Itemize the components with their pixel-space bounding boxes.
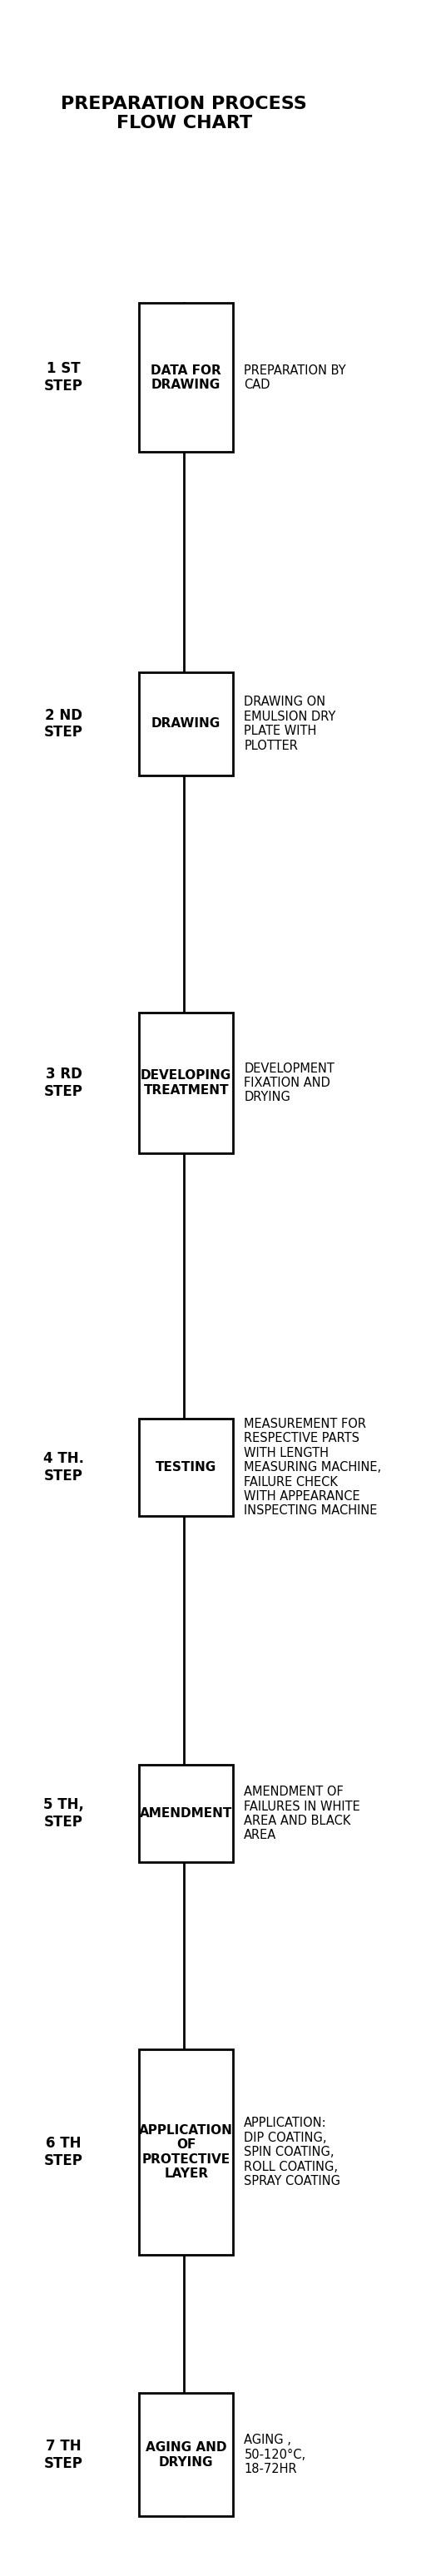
Text: 6 TH
STEP: 6 TH STEP [44, 2136, 83, 2169]
Text: 2 ND
STEP: 2 ND STEP [44, 708, 83, 739]
FancyBboxPatch shape [139, 304, 233, 451]
FancyBboxPatch shape [139, 672, 233, 775]
Text: 4 TH.
STEP: 4 TH. STEP [43, 1450, 84, 1484]
Text: DRAWING ON
EMULSION DRY
PLATE WITH
PLOTTER: DRAWING ON EMULSION DRY PLATE WITH PLOTT… [244, 696, 336, 752]
Text: PREPARATION PROCESS
FLOW CHART: PREPARATION PROCESS FLOW CHART [61, 95, 307, 131]
FancyBboxPatch shape [139, 2393, 233, 2517]
FancyBboxPatch shape [139, 1012, 233, 1154]
Text: DRAWING: DRAWING [152, 719, 221, 729]
FancyBboxPatch shape [139, 1765, 233, 1862]
FancyBboxPatch shape [139, 1419, 233, 1517]
FancyBboxPatch shape [139, 2050, 233, 2254]
Text: AGING ,
50-120°C,
18-72HR: AGING , 50-120°C, 18-72HR [244, 2434, 306, 2476]
Text: PREPARATION BY
CAD: PREPARATION BY CAD [244, 363, 346, 392]
Text: DATA FOR
DRAWING: DATA FOR DRAWING [151, 363, 221, 392]
Text: 7 TH
STEP: 7 TH STEP [44, 2439, 83, 2470]
Text: APPLICATION:
DIP COATING,
SPIN COATING,
ROLL COATING,
SPRAY COATING: APPLICATION: DIP COATING, SPIN COATING, … [244, 2117, 340, 2187]
Text: MEASUREMENT FOR
RESPECTIVE PARTS
WITH LENGTH
MEASURING MACHINE,
FAILURE CHECK
WI: MEASUREMENT FOR RESPECTIVE PARTS WITH LE… [244, 1417, 381, 1517]
Text: APPLICATION
OF
PROTECTIVE
LAYER: APPLICATION OF PROTECTIVE LAYER [139, 2125, 233, 2179]
Text: 5 TH,
STEP: 5 TH, STEP [43, 1798, 84, 1829]
Text: AMENDMENT: AMENDMENT [140, 1808, 232, 1821]
Text: TESTING: TESTING [156, 1461, 217, 1473]
Text: AGING AND
DRYING: AGING AND DRYING [146, 2442, 227, 2468]
Text: 1 ST
STEP: 1 ST STEP [44, 361, 83, 394]
Text: AMENDMENT OF
FAILURES IN WHITE
AREA AND BLACK
AREA: AMENDMENT OF FAILURES IN WHITE AREA AND … [244, 1785, 360, 1842]
Text: DEVELOPING
TREATMENT: DEVELOPING TREATMENT [141, 1069, 232, 1097]
Text: DEVELOPMENT
FIXATION AND
DRYING: DEVELOPMENT FIXATION AND DRYING [244, 1061, 335, 1103]
Text: 3 RD
STEP: 3 RD STEP [44, 1066, 83, 1100]
